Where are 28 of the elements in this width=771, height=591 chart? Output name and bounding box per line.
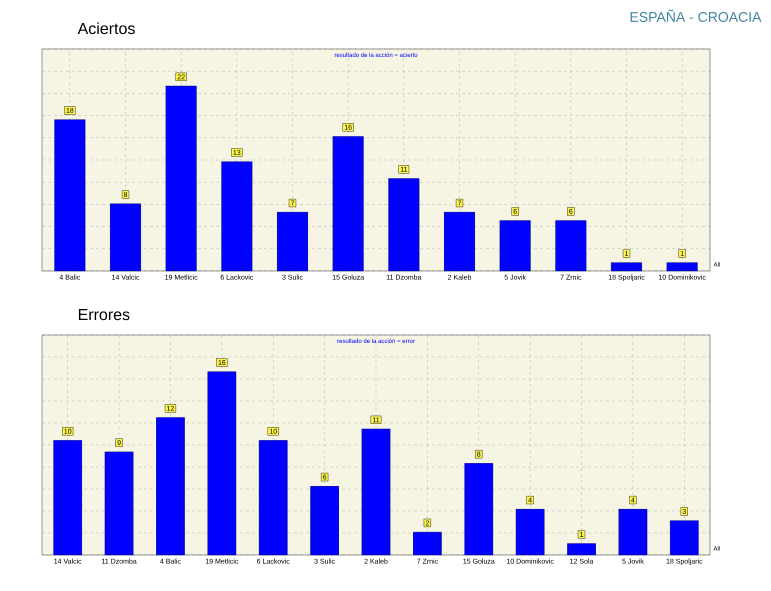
bar (611, 262, 642, 272)
bar (156, 417, 185, 556)
bar (516, 508, 545, 556)
bar (500, 220, 531, 272)
bar (166, 86, 197, 272)
bar (413, 532, 442, 556)
bar (53, 440, 82, 556)
bar (464, 463, 494, 556)
bar (555, 220, 586, 272)
bar (618, 508, 648, 556)
chart-title: Aciertos (78, 22, 135, 34)
bar (258, 440, 288, 556)
bar (54, 119, 86, 272)
bar (208, 371, 236, 556)
bar (277, 212, 308, 272)
bar (110, 204, 142, 272)
bar (332, 136, 364, 272)
bar (104, 452, 134, 556)
bar (388, 178, 420, 272)
bar (666, 262, 698, 272)
bar (444, 212, 476, 272)
bar (310, 486, 339, 556)
bar (670, 520, 699, 556)
bar (362, 428, 390, 556)
bar (567, 543, 596, 556)
bar (221, 161, 252, 272)
chart-title: Errores (78, 309, 130, 320)
text: ESPAÑA - CROACIA (630, 10, 762, 22)
